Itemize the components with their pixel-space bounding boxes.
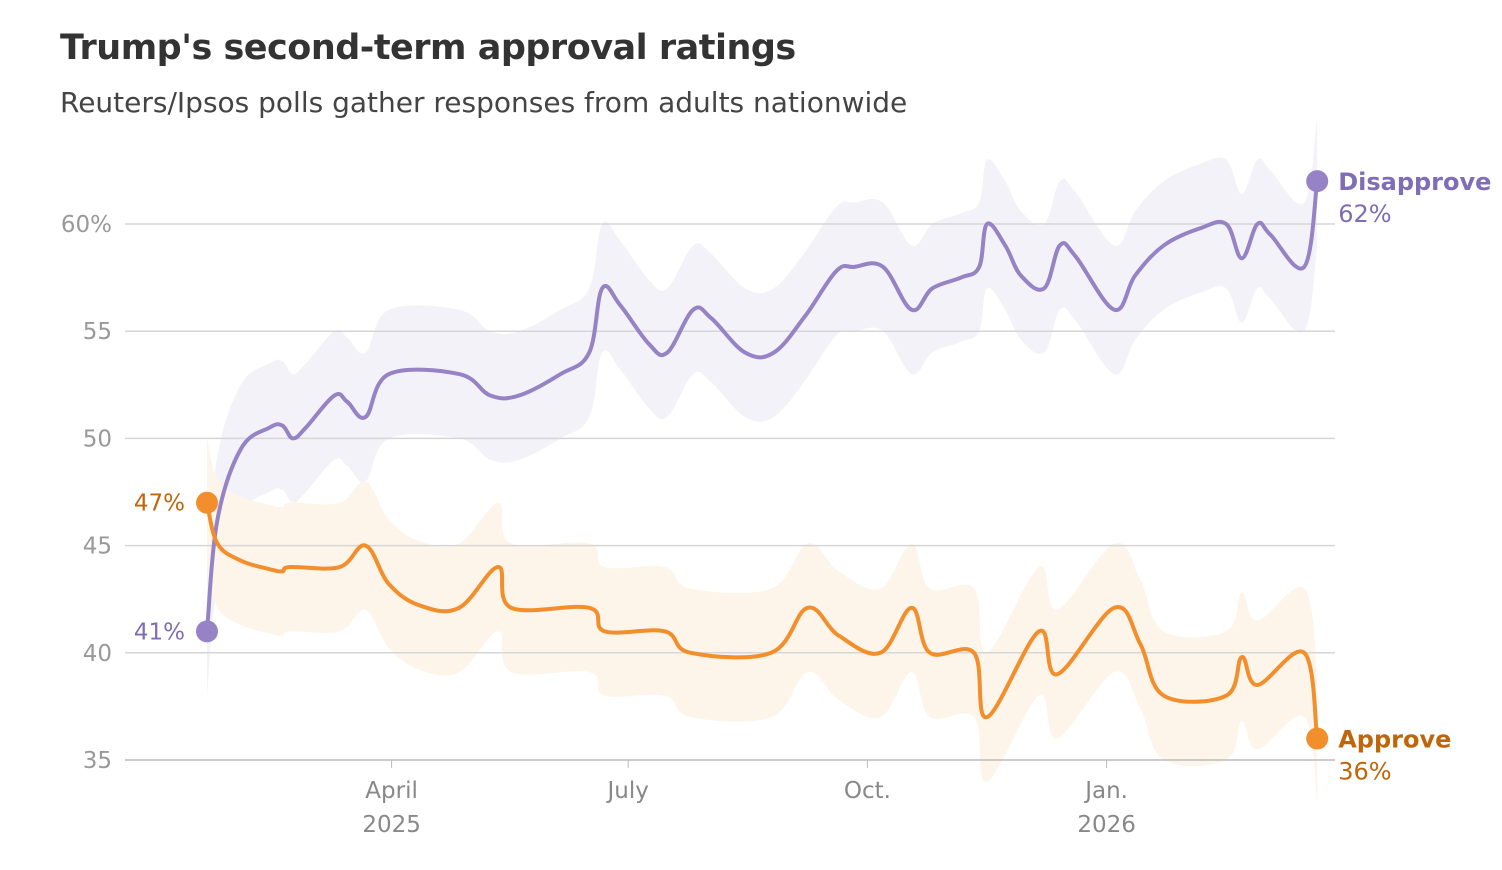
confidence-band-disapprove [207,116,1318,696]
y-tick-label: 60% [61,212,112,238]
x-tick-year: 2026 [1077,812,1136,838]
y-tick-label: 35 [83,748,112,774]
x-tick-year: 2025 [362,812,421,838]
start-point-disapprove [196,620,218,643]
series-line-approve [205,502,1320,739]
end-label-disapprove: 62% [1338,200,1391,228]
start-label-approve: 47% [134,491,185,517]
chart-subtitle: Reuters/Ipsos polls gather responses fro… [60,86,908,119]
legend-label-disapprove: Disapprove [1338,168,1491,196]
legend-label-approve: Approve [1338,726,1451,754]
y-tick-label: 55 [83,319,112,345]
end-label-approve: 36% [1338,758,1391,786]
x-tick-label: Oct. [844,778,891,804]
x-tick-label: Jan. [1083,778,1128,804]
y-tick-label: 50 [83,426,112,452]
chart-title: Trump's second-term approval ratings [60,28,796,68]
series-line-disapprove [205,180,1320,632]
y-tick-label: 45 [83,534,112,560]
x-tick-label: April [365,778,418,804]
end-point-disapprove [1306,170,1329,193]
start-label-disapprove: 41% [134,619,185,645]
start-point-approve [196,491,218,514]
x-tick-label: July [606,778,649,804]
confidence-band-approve [207,438,1318,803]
end-point-approve [1306,727,1329,750]
y-tick-label: 40 [83,641,112,667]
